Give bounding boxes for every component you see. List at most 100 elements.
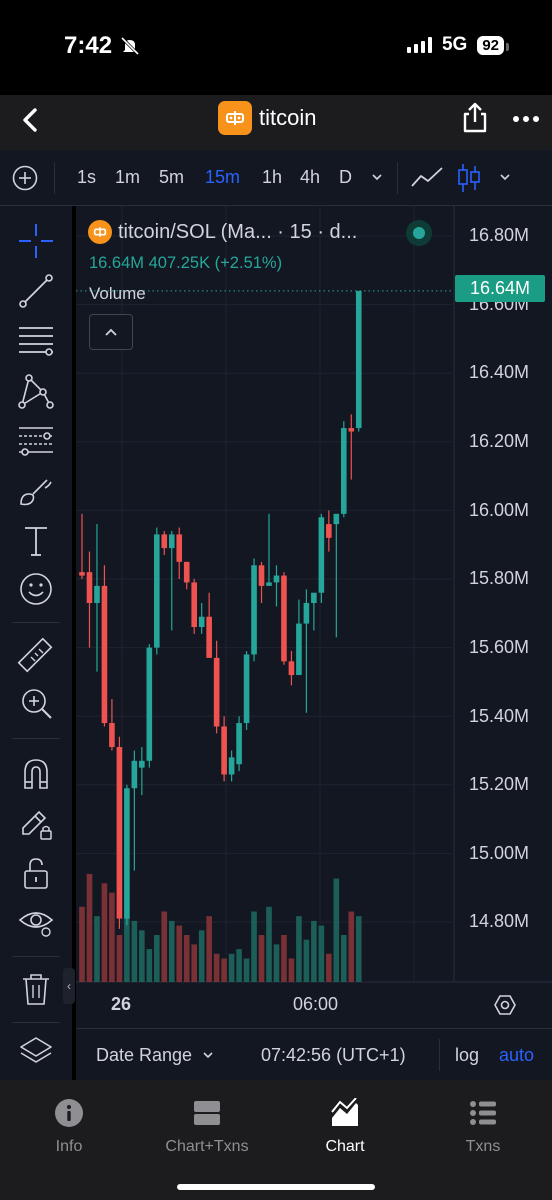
ruler-icon[interactable]	[17, 636, 55, 674]
emoji-icon[interactable]	[17, 570, 55, 608]
tools-divider	[12, 738, 60, 739]
candle-body	[296, 623, 302, 676]
volume-bar	[303, 939, 310, 982]
collapse-legend-button[interactable]	[89, 314, 133, 350]
chart-toolbar: 1s 1m 5m 15m 1h 4h D	[0, 150, 552, 206]
header: titcoin	[0, 95, 552, 150]
candles-icon[interactable]	[456, 162, 482, 194]
candle-body	[251, 565, 257, 655]
share-icon[interactable]	[458, 101, 492, 135]
chevron-down-icon	[203, 1052, 213, 1059]
lock-drawing-icon[interactable]	[17, 804, 55, 842]
layers-icon[interactable]	[17, 1032, 55, 1070]
volume-bar	[251, 911, 257, 982]
candle-body	[101, 585, 108, 724]
magnet-icon[interactable]	[17, 754, 55, 792]
auto-scale-button[interactable]: auto	[499, 1045, 535, 1065]
time-label: 06:00	[293, 994, 339, 1014]
candle-body	[213, 657, 220, 727]
bottom-navigation: Info Chart+Txns Chart Txns	[0, 1080, 552, 1200]
nav-item-chart[interactable]: Chart	[280, 1098, 410, 1156]
volume-bar	[221, 958, 227, 982]
bell-muted-icon	[120, 36, 140, 56]
add-indicator-icon[interactable]	[12, 165, 38, 191]
token-icon	[226, 111, 244, 125]
more-icon[interactable]	[510, 107, 544, 131]
nav-item-info[interactable]: Info	[4, 1098, 134, 1156]
unlock-icon[interactable]	[17, 854, 55, 892]
volume-bar	[236, 949, 242, 982]
timeframe-4h[interactable]: 4h	[300, 167, 321, 187]
zoom-in-icon[interactable]	[17, 684, 55, 722]
timeframe-5m[interactable]: 5m	[159, 167, 185, 187]
status-bar: 7:42 5G 92	[0, 0, 552, 95]
timeframe-1h[interactable]: 1h	[262, 167, 283, 187]
nav-label: Chart+Txns	[165, 1138, 249, 1155]
candle-body	[191, 582, 197, 628]
date-range-dropdown[interactable]: Date Range	[96, 1045, 215, 1066]
volume-indicator-label[interactable]: Volume	[89, 284, 146, 303]
candle-body	[333, 513, 340, 525]
symbol-label[interactable]: titcoin/SOL (Ma... · 15 · d...	[118, 220, 358, 243]
candlestick-chart[interactable]	[76, 206, 552, 1028]
pattern-tool-icon[interactable]	[17, 372, 55, 410]
price-tick: 15.00M	[469, 843, 530, 863]
volume-bar	[355, 916, 362, 982]
trend-line-icon[interactable]	[17, 272, 55, 310]
nav-item-txns[interactable]: Txns	[418, 1098, 548, 1156]
text-tool-icon[interactable]	[17, 522, 55, 560]
candle-body	[161, 534, 168, 549]
timeframe-1m[interactable]: 1m	[115, 167, 141, 187]
chart-area[interactable]: titcoin/SOL (Ma... · 15 · d... 16.64M 40…	[76, 206, 552, 1080]
candle-body	[221, 726, 227, 775]
info-icon	[55, 1099, 83, 1127]
volume-bar	[341, 935, 347, 982]
price-tick: 15.40M	[469, 706, 530, 726]
volume-bar	[198, 930, 205, 982]
brush-icon[interactable]	[17, 472, 55, 510]
chevron-down-icon[interactable]	[498, 170, 512, 184]
candle-body	[288, 661, 295, 676]
horizontal-lines-icon[interactable]	[17, 322, 55, 360]
crosshair-icon[interactable]	[17, 222, 55, 260]
timeframe-1s[interactable]: 1s	[77, 167, 97, 187]
candle-body	[341, 428, 347, 514]
back-icon[interactable]	[14, 103, 48, 137]
nav-label: Txns	[465, 1138, 501, 1155]
time-label: 26	[111, 994, 132, 1014]
volume-bar	[94, 916, 100, 982]
chevron-down-icon[interactable]	[370, 170, 384, 184]
volume-bar	[109, 892, 115, 982]
trash-icon[interactable]	[17, 970, 55, 1008]
collapse-toolbar-button[interactable]: ‹	[63, 968, 75, 1004]
last-price-badge: 16.64M	[455, 275, 545, 302]
battery-icon: 92	[477, 35, 509, 55]
volume-bar	[311, 920, 317, 982]
timeframe-15m[interactable]: 15m	[205, 167, 241, 187]
volume-bar	[258, 935, 265, 982]
candle-body	[311, 592, 317, 604]
split-view-icon	[194, 1101, 220, 1125]
volume-bar	[116, 935, 123, 982]
tools-divider	[12, 622, 60, 623]
chart-icon	[331, 1098, 358, 1126]
volume-bar	[146, 949, 153, 982]
candle-body	[258, 565, 265, 586]
timezone-clock[interactable]: 07:42:56 (UTC+1)	[261, 1045, 406, 1065]
drawing-toolbar	[0, 206, 72, 1080]
volume-bar	[139, 930, 145, 982]
nav-label: Info	[55, 1138, 83, 1155]
timeframe-d[interactable]: D	[339, 167, 352, 187]
log-scale-button[interactable]: log	[455, 1045, 480, 1065]
volume-bar	[191, 944, 197, 982]
candle-body	[146, 647, 153, 761]
line-chart-icon[interactable]	[410, 164, 444, 192]
chart-settings-icon[interactable]	[494, 994, 516, 1016]
token-icon	[93, 227, 107, 237]
visibility-icon[interactable]	[17, 902, 55, 940]
forecast-tool-icon[interactable]	[17, 422, 55, 460]
candle-body	[348, 428, 355, 432]
volume-bar	[228, 953, 235, 982]
price-tick: 15.20M	[469, 774, 530, 794]
nav-item-chart-txns[interactable]: Chart+Txns	[142, 1098, 272, 1156]
